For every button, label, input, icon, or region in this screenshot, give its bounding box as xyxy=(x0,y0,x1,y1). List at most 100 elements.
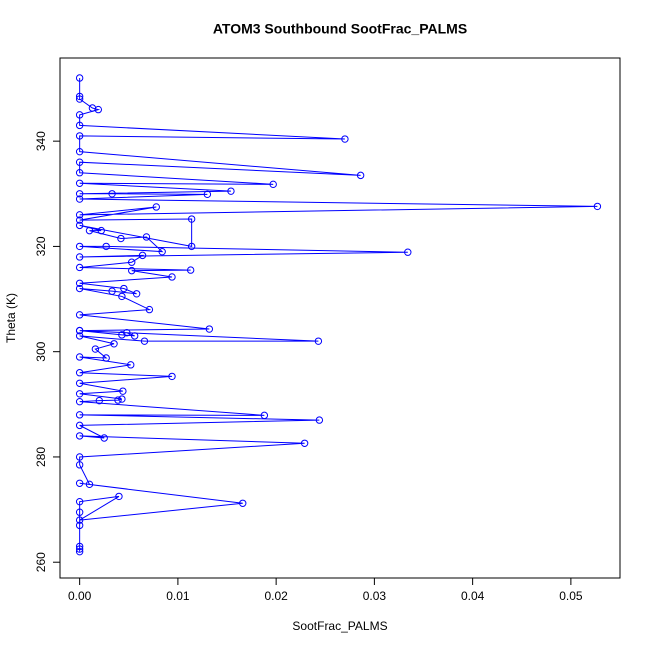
x-tick-label: 0.05 xyxy=(559,589,583,603)
data-point xyxy=(75,432,84,440)
data-point xyxy=(168,273,176,281)
data-point xyxy=(75,284,84,293)
data-point xyxy=(75,158,84,166)
y-axis-label: Theta (K) xyxy=(4,293,18,343)
data-point xyxy=(100,434,108,442)
data-point xyxy=(75,311,84,319)
data-point xyxy=(117,234,125,243)
x-tick-label: 0.01 xyxy=(166,589,190,603)
data-point xyxy=(404,248,412,256)
data-point xyxy=(75,516,84,524)
data-point xyxy=(227,187,235,195)
data-point xyxy=(75,542,84,551)
data-line xyxy=(79,78,598,552)
data-point xyxy=(132,290,141,298)
y-tick-label: 260 xyxy=(34,552,48,572)
data-point xyxy=(75,545,84,553)
data-point xyxy=(94,105,103,114)
data-point xyxy=(75,147,84,156)
x-tick-label: 0.04 xyxy=(461,589,485,603)
data-point xyxy=(75,253,84,261)
data-point xyxy=(142,233,151,241)
data-point xyxy=(75,461,84,469)
data-point xyxy=(300,439,309,447)
data-point xyxy=(102,354,110,362)
data-point xyxy=(102,242,110,251)
data-point xyxy=(205,325,214,333)
data-point xyxy=(75,111,84,119)
data-point xyxy=(128,258,136,266)
data-point xyxy=(152,203,160,211)
data-point xyxy=(140,337,149,345)
data-point xyxy=(110,340,118,348)
y-tick-label: 300 xyxy=(34,341,48,361)
data-point xyxy=(75,221,84,230)
data-point xyxy=(75,547,84,556)
data-point xyxy=(118,292,126,301)
data-point xyxy=(239,499,247,507)
data-point xyxy=(75,521,84,530)
data-point xyxy=(118,395,126,403)
data-point xyxy=(168,372,176,381)
data-point xyxy=(75,169,84,177)
data-point xyxy=(115,492,123,501)
data-point xyxy=(75,453,84,461)
y-tick-label: 320 xyxy=(34,236,48,256)
data-point xyxy=(75,190,84,198)
data-point xyxy=(138,251,147,260)
data-point xyxy=(158,247,166,256)
data-point xyxy=(91,345,100,353)
data-point xyxy=(75,353,84,361)
y-tick-label: 340 xyxy=(34,131,48,151)
data-point xyxy=(593,202,602,211)
chart-title: ATOM3 Southbound SootFrac_PALMS xyxy=(213,21,467,37)
data-point xyxy=(75,479,84,487)
data-point xyxy=(269,180,277,189)
y-tick-label: 280 xyxy=(34,447,48,467)
data-point xyxy=(75,421,84,430)
data-point xyxy=(75,95,84,103)
data-point xyxy=(97,226,105,235)
x-tick-label: 0.02 xyxy=(264,589,288,603)
data-point xyxy=(119,387,127,395)
data-point xyxy=(75,74,84,82)
data-point xyxy=(75,92,84,101)
data-point xyxy=(75,121,84,130)
data-point xyxy=(187,242,196,251)
data-point xyxy=(75,379,84,387)
data-point xyxy=(75,411,84,419)
data-point xyxy=(75,497,84,506)
data-point xyxy=(75,211,84,219)
data-point xyxy=(75,369,84,377)
plot-frame xyxy=(59,57,621,579)
data-point xyxy=(187,215,196,223)
data-point xyxy=(145,305,154,314)
data-point xyxy=(85,480,94,489)
data-point xyxy=(75,216,84,224)
data-point xyxy=(75,390,84,398)
data-point xyxy=(75,242,84,251)
data-point xyxy=(123,329,131,337)
data-point xyxy=(75,279,84,287)
data-point xyxy=(315,416,324,424)
data-point xyxy=(314,337,323,345)
data-point xyxy=(75,195,84,203)
data-point xyxy=(75,179,84,187)
data-point xyxy=(130,332,139,340)
data-point xyxy=(75,508,84,516)
data-point xyxy=(341,135,349,143)
data-point xyxy=(120,284,128,293)
data-point xyxy=(85,226,94,235)
data-point xyxy=(108,190,116,198)
data-point xyxy=(114,396,122,404)
data-point xyxy=(186,266,195,274)
data-point xyxy=(75,332,84,340)
data-point xyxy=(75,263,84,272)
x-tick-label: 0.03 xyxy=(363,589,387,603)
data-point xyxy=(128,266,136,275)
data-point xyxy=(75,397,84,406)
data-point xyxy=(108,287,116,295)
data-point xyxy=(75,326,84,335)
data-point xyxy=(118,331,126,339)
